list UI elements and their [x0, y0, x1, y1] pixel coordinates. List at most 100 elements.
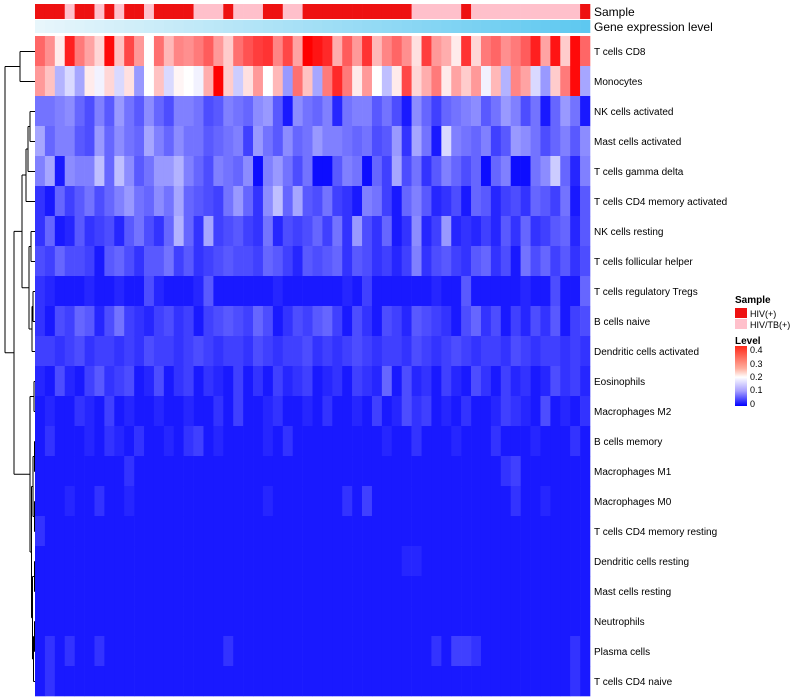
- heatmap-cell: [223, 36, 234, 67]
- heatmap-cell: [183, 96, 194, 127]
- heatmap-cell: [520, 276, 531, 307]
- heatmap-cell: [332, 276, 343, 307]
- heatmap-cell: [560, 246, 571, 277]
- heatmap-cell: [510, 546, 521, 577]
- heatmap-cell: [302, 576, 313, 607]
- expression-level-cell: [490, 20, 502, 33]
- heatmap-cell: [332, 426, 343, 457]
- heatmap-cell: [461, 666, 472, 697]
- heatmap-cell: [480, 456, 492, 487]
- sample-annotation-cell: [312, 4, 323, 19]
- heatmap-cell: [44, 366, 56, 397]
- row-label: T cells CD8: [594, 47, 646, 58]
- heatmap-cell: [381, 486, 393, 517]
- heatmap-cell: [153, 246, 165, 277]
- heatmap-cell: [550, 636, 561, 667]
- heatmap-cell: [342, 216, 353, 247]
- heatmap-cell: [560, 126, 571, 157]
- heatmap-cell: [253, 156, 264, 187]
- heatmap-cell: [163, 276, 175, 307]
- heatmap-cell: [64, 66, 75, 97]
- heatmap-cell: [510, 576, 521, 607]
- heatmap-cell: [312, 426, 323, 457]
- heatmap-cell: [124, 636, 135, 667]
- heatmap-cell: [332, 666, 343, 697]
- heatmap-cell: [163, 396, 175, 427]
- heatmap-cell: [114, 156, 125, 187]
- heatmap-cell: [411, 546, 422, 577]
- heatmap-cell: [421, 36, 432, 67]
- heatmap-cell: [163, 456, 175, 487]
- heatmap-cell: [223, 336, 234, 367]
- heatmap-cell: [153, 396, 165, 427]
- heatmap-cell: [580, 636, 591, 667]
- heatmap-cell: [104, 276, 115, 307]
- heatmap-cell: [262, 666, 274, 697]
- heatmap-cell: [431, 666, 442, 697]
- heatmap-cell: [391, 126, 402, 157]
- heatmap-cell: [480, 96, 492, 127]
- heatmap-cell: [570, 96, 581, 127]
- heatmap-cell: [223, 666, 234, 697]
- heatmap-cell: [94, 486, 105, 517]
- heatmap-cell: [332, 96, 343, 127]
- heatmap-cell: [381, 186, 393, 217]
- heatmap-cell: [253, 276, 264, 307]
- heatmap-cell: [183, 126, 194, 157]
- heatmap-cell: [431, 96, 442, 127]
- heatmap-cell: [540, 186, 551, 217]
- heatmap-cell: [114, 66, 125, 97]
- row-label: Macrophages M1: [594, 467, 672, 478]
- heatmap-cell: [203, 666, 214, 697]
- heatmap-cell: [302, 96, 313, 127]
- heatmap-cell: [213, 426, 224, 457]
- heatmap-cell: [401, 636, 412, 667]
- heatmap-cell: [421, 156, 432, 187]
- heatmap-cell: [570, 426, 581, 457]
- heatmap-cell: [530, 366, 541, 397]
- heatmap-cell: [322, 66, 333, 97]
- heatmap-cell: [540, 246, 551, 277]
- heatmap-cell: [461, 66, 472, 97]
- heatmap-cell: [262, 636, 274, 667]
- heatmap-cell: [411, 126, 422, 157]
- sample-annotation-cell: [490, 4, 502, 19]
- heatmap-cell: [352, 576, 363, 607]
- heatmap-cell: [302, 246, 313, 277]
- heatmap-cell: [580, 456, 591, 487]
- heatmap-cell: [371, 36, 383, 67]
- heatmap-cell: [84, 186, 95, 217]
- heatmap-cell: [272, 336, 284, 367]
- heatmap-cell: [570, 306, 581, 337]
- heatmap-cell: [94, 216, 105, 247]
- heatmap-cell: [243, 606, 254, 637]
- heatmap-cell: [490, 36, 502, 67]
- heatmap-cell: [94, 276, 105, 307]
- heatmap-cell: [332, 216, 343, 247]
- heatmap-cell: [54, 666, 66, 697]
- heatmap-cell: [213, 36, 224, 67]
- expression-level-cell: [480, 20, 492, 33]
- heatmap-cell: [104, 516, 115, 547]
- sample-annotation-cell: [302, 4, 313, 19]
- heatmap-cell: [520, 666, 531, 697]
- heatmap-cell: [253, 636, 264, 667]
- heatmap-cell: [550, 516, 561, 547]
- heatmap-row: [35, 366, 591, 397]
- heatmap-cell: [282, 96, 293, 127]
- heatmap-cell: [203, 156, 214, 187]
- heatmap-cell: [223, 276, 234, 307]
- heatmap-cell: [94, 606, 105, 637]
- heatmap-cell: [520, 126, 531, 157]
- heatmap-row: [35, 516, 591, 547]
- heatmap-cell: [282, 366, 293, 397]
- heatmap-cell: [183, 516, 194, 547]
- heatmap-cell: [193, 36, 204, 67]
- heatmap-cell: [213, 366, 224, 397]
- heatmap-cell: [312, 36, 323, 67]
- heatmap-cell: [35, 246, 46, 277]
- heatmap-cell: [490, 336, 502, 367]
- heatmap-cell: [371, 336, 383, 367]
- heatmap-cell: [262, 426, 274, 457]
- sample-annotation-cell: [153, 4, 165, 19]
